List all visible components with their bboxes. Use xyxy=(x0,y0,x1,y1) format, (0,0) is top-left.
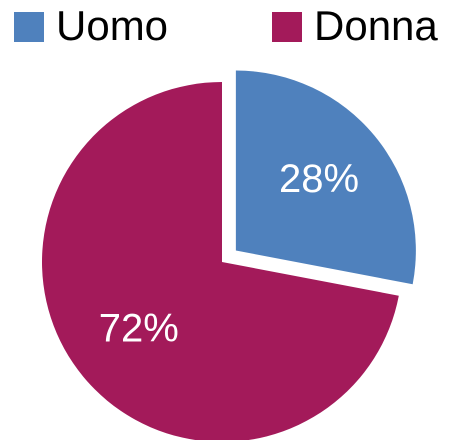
legend-label: Donna xyxy=(314,2,438,49)
legend-label: Uomo xyxy=(56,2,168,49)
value-label: 28% xyxy=(279,157,359,201)
value-label: 72% xyxy=(99,306,179,350)
legend-swatch xyxy=(14,12,44,42)
pie-slice xyxy=(42,82,399,440)
legend-swatch xyxy=(272,12,302,42)
pie-slice xyxy=(235,70,416,285)
